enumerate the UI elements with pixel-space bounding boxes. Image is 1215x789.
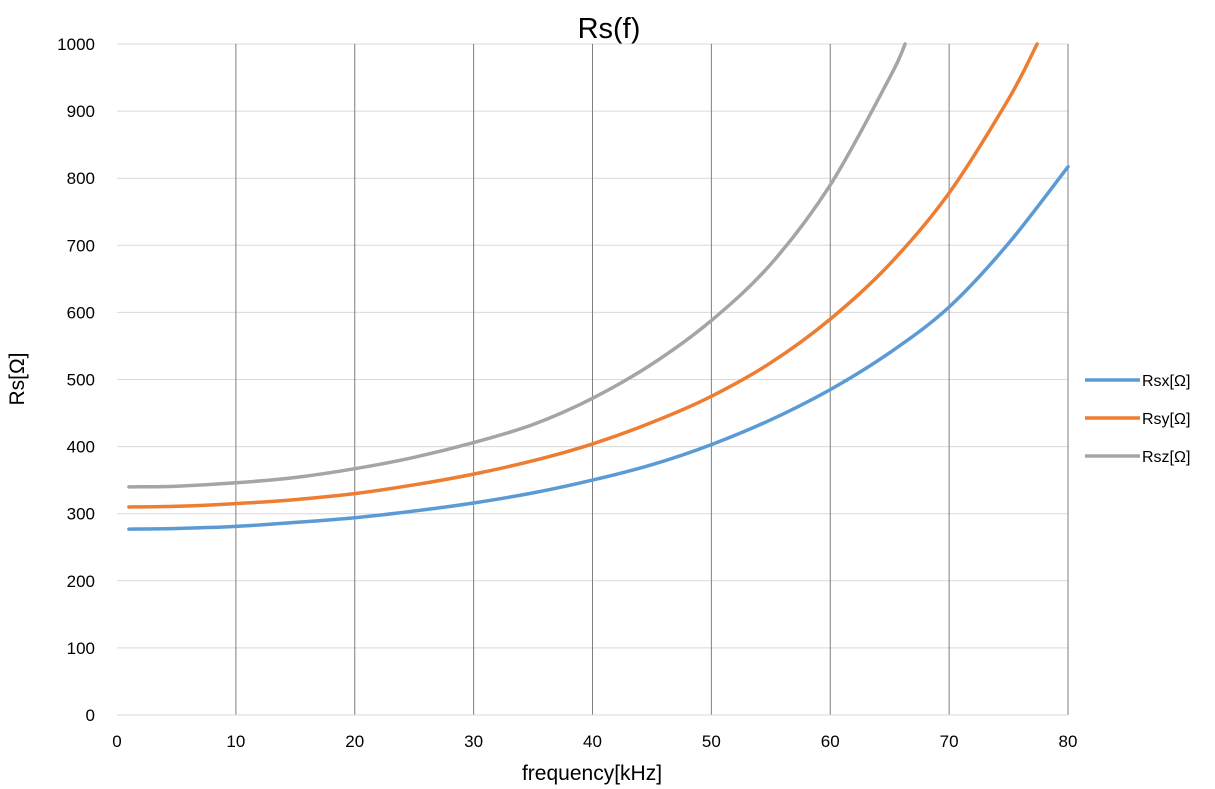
x-tick-label: 0 <box>112 732 121 751</box>
grid <box>117 43 1069 716</box>
series-line <box>127 165 1070 531</box>
series-line <box>127 42 1039 509</box>
y-axis-title: Rs[Ω] <box>6 352 29 405</box>
y-tick-label: 900 <box>67 102 95 121</box>
y-tick-label: 0 <box>86 706 95 725</box>
chart-title: Rs(f) <box>578 13 641 45</box>
y-tick-label: 700 <box>67 236 95 255</box>
y-tick-label: 200 <box>67 572 95 591</box>
y-tick-label: 1000 <box>57 35 95 54</box>
legend-label: Rsz[Ω] <box>1142 449 1190 466</box>
y-tick-label: 600 <box>67 303 95 322</box>
tick-labels: 0 100 200 300 400 500 600 700 800 900 1000 0 10 20 30 4… <box>57 35 1077 751</box>
x-tick-label: 30 <box>464 732 483 751</box>
x-tick-label: 20 <box>345 732 364 751</box>
x-tick-label: 10 <box>226 732 245 751</box>
y-tick-label: 100 <box>67 639 95 658</box>
legend: Rsx[Ω] Rsy[Ω] Rsz[Ω] <box>1085 373 1190 466</box>
x-tick-label: 60 <box>821 732 840 751</box>
y-tick-label: 800 <box>67 169 95 188</box>
series-layer <box>127 42 1070 531</box>
series-line <box>127 42 907 489</box>
x-tick-label: 70 <box>940 732 959 751</box>
legend-label: Rsy[Ω] <box>1142 411 1190 428</box>
x-tick-label: 80 <box>1059 732 1078 751</box>
x-tick-label: 50 <box>702 732 721 751</box>
legend-label: Rsx[Ω] <box>1142 373 1190 390</box>
x-tick-label: 40 <box>583 732 602 751</box>
y-tick-label: 400 <box>67 438 95 457</box>
y-tick-label: 500 <box>67 371 95 390</box>
x-axis-title: frequency[kHz] <box>522 762 662 785</box>
y-tick-label: 300 <box>67 505 95 524</box>
